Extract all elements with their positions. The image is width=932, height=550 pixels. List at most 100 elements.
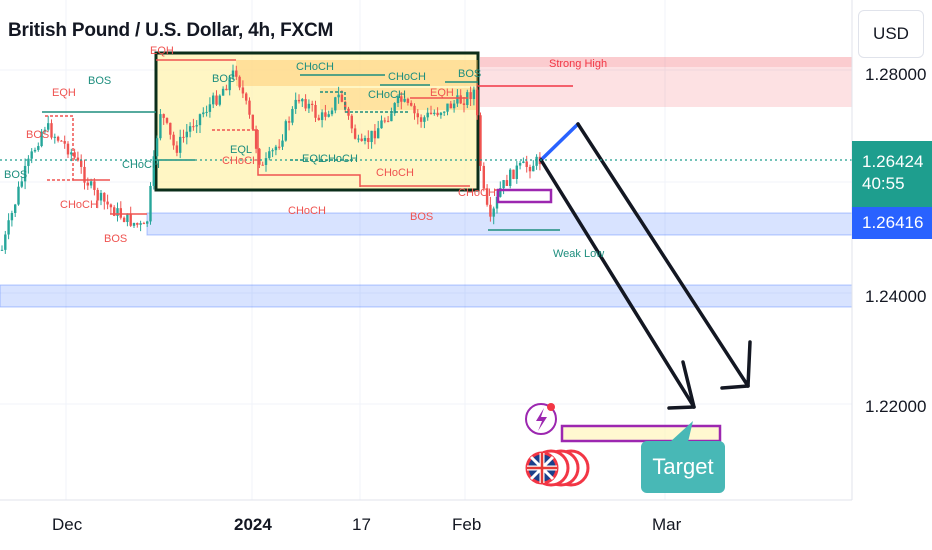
candle-body — [76, 157, 80, 161]
event-uk-flag-icon[interactable] — [525, 449, 590, 487]
strong-high-zone — [480, 57, 852, 107]
candle-body — [231, 70, 235, 78]
candle-body — [403, 98, 406, 102]
candle-body — [317, 117, 320, 121]
candle-body — [350, 115, 353, 129]
currency-button[interactable]: USD — [858, 10, 924, 58]
candle-body — [47, 123, 50, 130]
candle-body — [416, 113, 419, 118]
candle-body — [149, 185, 152, 222]
candle-body — [337, 94, 340, 98]
candle-body — [373, 130, 377, 139]
candle-body — [528, 166, 532, 172]
candle-body — [245, 93, 248, 101]
candle-body — [198, 114, 202, 126]
y-tick-1.28: 1.28000 — [865, 65, 926, 84]
target-label: Target — [641, 441, 725, 493]
candle-body — [215, 95, 218, 105]
candle-body — [60, 140, 63, 142]
candle-body — [152, 156, 155, 186]
candle-body — [423, 117, 426, 122]
candle-body — [179, 136, 182, 153]
label-choch: CHoCH — [296, 61, 334, 73]
label-eql: EQL — [230, 144, 252, 156]
candle-body — [241, 87, 245, 94]
candle-body — [40, 131, 43, 147]
candle-body — [129, 213, 132, 226]
candle-body — [297, 99, 301, 102]
y-tick-1.24: 1.24000 — [865, 287, 926, 306]
candle-body — [396, 96, 400, 104]
label-choch: CHoCH — [222, 155, 260, 167]
candle-body — [139, 223, 142, 225]
candle-body — [400, 96, 403, 102]
candle-body — [238, 76, 241, 88]
label-bos: BOS — [88, 75, 111, 87]
candle-body — [476, 89, 479, 116]
candle-body — [50, 123, 53, 138]
candle-body — [126, 213, 129, 222]
candle-body — [367, 137, 370, 143]
label-eqh: EQH — [430, 87, 454, 99]
candle-body — [291, 108, 294, 123]
chart-title: British Pound / U.S. Dollar, 4h, FXCM — [8, 20, 334, 41]
candle-body — [66, 143, 70, 155]
label-choch: CHoCH — [376, 167, 414, 179]
event-lightning-icon[interactable] — [525, 403, 557, 435]
candle-body — [462, 103, 466, 105]
candle-body — [103, 192, 106, 202]
candle-body — [7, 220, 10, 235]
x-tick-17: 17 — [352, 515, 371, 534]
candle-countdown: 40:55 — [862, 174, 905, 193]
candle-body — [205, 111, 208, 113]
label-choch: CHoCH — [122, 159, 160, 171]
projection-arrows — [539, 122, 752, 410]
label-choch: CHoCH — [458, 187, 496, 199]
purple-zone — [496, 188, 553, 204]
candle-body — [86, 182, 89, 186]
candle-body — [499, 188, 502, 197]
candle-body — [212, 95, 215, 105]
x-tick-2024: 2024 — [234, 515, 272, 534]
label-eqh: EQH — [52, 87, 76, 99]
candle-body — [452, 103, 456, 109]
candle-body — [347, 108, 350, 116]
candle-body — [208, 104, 212, 112]
candle-body — [390, 113, 393, 122]
candle-body — [304, 99, 307, 109]
candle-body — [169, 122, 172, 135]
candle-body — [0, 249, 4, 251]
level-price-tag: 1.26416 — [852, 207, 932, 239]
candle-body — [287, 121, 291, 123]
candle-body — [456, 95, 459, 104]
demand-zone-lower — [0, 284, 853, 308]
candle-body — [324, 112, 327, 117]
target-callout-pointer — [670, 421, 693, 442]
candle-body — [479, 115, 482, 166]
x-tick-dec: Dec — [52, 515, 83, 534]
candle-body — [278, 146, 281, 148]
candle-body — [225, 88, 228, 91]
candle-body — [459, 95, 462, 104]
candle-body — [10, 213, 14, 221]
candle-body — [202, 112, 205, 115]
candle-body — [30, 151, 33, 159]
demand-zone-upper — [146, 212, 853, 236]
candle-body — [439, 112, 443, 116]
candle-body — [63, 141, 66, 144]
candle-body — [106, 201, 109, 205]
candle-body — [320, 112, 324, 121]
label-eqh: EQH — [150, 45, 174, 57]
range-inner-zone-1 — [236, 60, 478, 86]
candle-body — [334, 97, 337, 111]
candle-body — [33, 149, 37, 152]
candle-body — [429, 112, 433, 114]
candle-body — [235, 70, 238, 77]
candle-body — [93, 181, 96, 190]
label-choch: CHoCH — [388, 71, 426, 83]
candle-body — [410, 102, 413, 106]
candle-body — [377, 128, 380, 139]
candle-body — [188, 126, 192, 132]
candle-body — [469, 92, 472, 100]
